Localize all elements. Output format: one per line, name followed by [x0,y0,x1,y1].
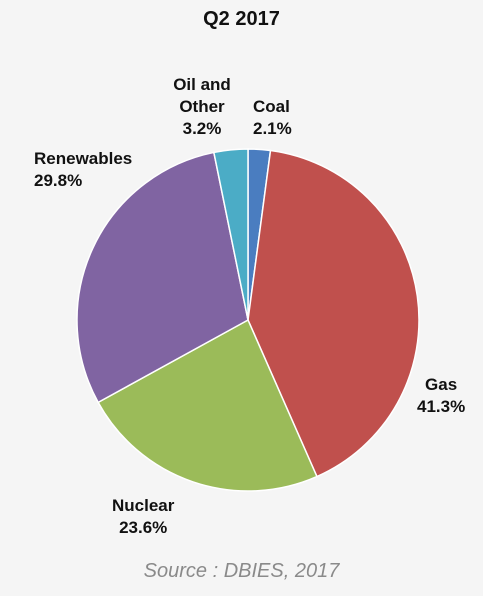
pie-slice-renewables [76,151,249,404]
slice-name-renewables: Renewables [34,149,133,168]
source-note: Source : DBIES, 2017 [143,560,340,582]
slice-label-gas: Gas 41.3% [417,374,465,418]
slice-name-coal: Coal [253,97,290,116]
slice-name-oil-and-other: Oil and Other [173,75,231,116]
slice-label-renewables: Renewables 29.8% [34,148,132,192]
slice-name-nuclear: Nuclear [112,496,175,515]
slice-name-gas: Gas [425,375,458,394]
slice-label-oil-and-other: Oil and Other 3.2% [163,74,241,140]
slice-value-gas: 41.3% [417,397,466,416]
slice-label-nuclear: Nuclear 23.6% [112,495,174,539]
pie-slice-nuclear [97,318,318,492]
slice-label-coal: Coal 2.1% [253,96,292,140]
slice-value-renewables: 29.8% [34,171,83,190]
chart-title: Q2 2017 [203,8,280,30]
pie-slice-oil-and-other [212,148,249,321]
slice-value-nuclear: 23.6% [119,518,168,537]
slice-value-coal: 2.1% [253,119,292,138]
pie-slice-gas [247,149,420,478]
slice-value-oil-and-other: 3.2% [182,119,222,138]
